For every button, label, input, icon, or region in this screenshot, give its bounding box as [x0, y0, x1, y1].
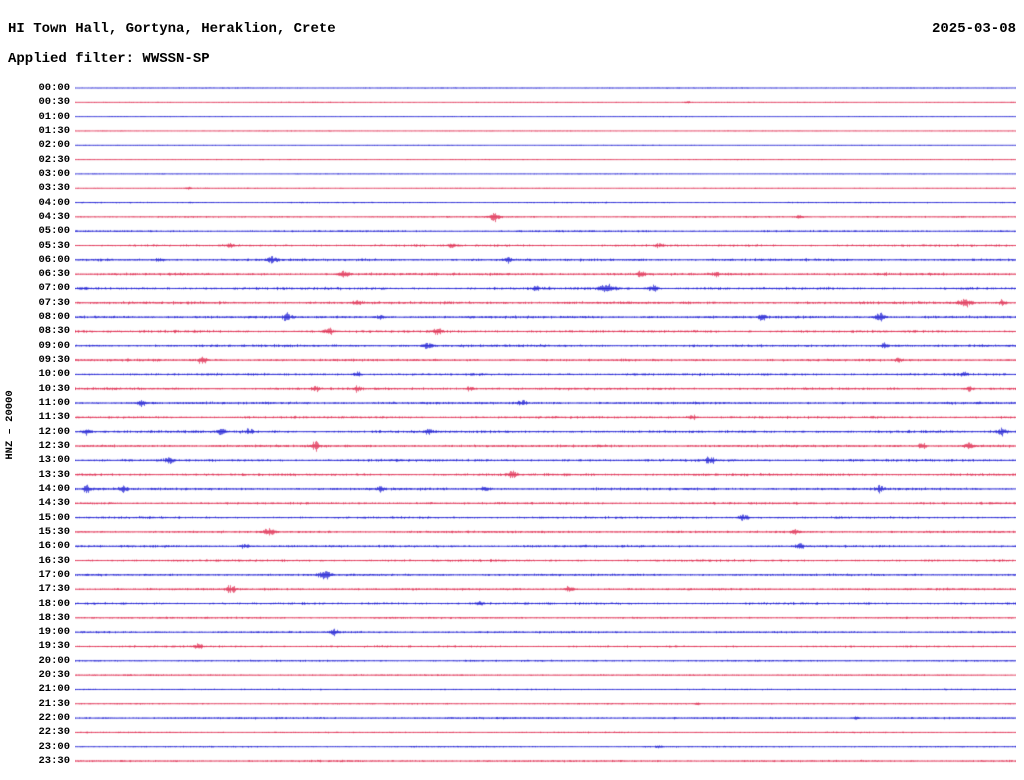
- time-label: 09:00: [38, 339, 70, 352]
- time-axis-labels: 00:00 00:30 01:00 01:30 02:00 02:30 03:00 03:30…: [0, 0, 72, 780]
- time-label: 18:30: [38, 611, 70, 624]
- time-label: 11:00: [38, 397, 70, 410]
- time-label: 23:00: [38, 740, 70, 753]
- time-label: 03:00: [38, 167, 70, 180]
- filter-label: Applied filter: WWSSN-SP: [8, 51, 210, 67]
- time-label: 01:00: [38, 110, 70, 123]
- time-label: 18:00: [38, 597, 70, 610]
- time-label: 08:00: [38, 311, 70, 324]
- time-label: 21:00: [38, 683, 70, 696]
- time-label: 00:30: [38, 96, 70, 109]
- time-label: 10:30: [38, 382, 70, 395]
- station-title: HI Town Hall, Gortyna, Heraklion, Crete: [8, 21, 336, 37]
- time-label: 19:00: [38, 626, 70, 639]
- time-label: 22:30: [38, 726, 70, 739]
- helicorder-traces: [75, 80, 1016, 770]
- time-label: 08:30: [38, 325, 70, 338]
- time-label: 16:00: [38, 540, 70, 553]
- time-label: 12:00: [38, 425, 70, 438]
- time-label: 02:30: [38, 153, 70, 166]
- time-label: 15:00: [38, 511, 70, 524]
- time-label: 05:30: [38, 239, 70, 252]
- time-label: 02:00: [38, 139, 70, 152]
- time-label: 07:30: [38, 296, 70, 309]
- time-label: 20:30: [38, 669, 70, 682]
- record-date: 2025-03-08: [931, 21, 1016, 37]
- time-label: 20:00: [38, 654, 70, 667]
- time-label: 06:00: [38, 253, 70, 266]
- time-label: 14:00: [38, 482, 70, 495]
- time-label: 23:30: [38, 755, 70, 768]
- time-label: 04:30: [38, 210, 70, 223]
- time-label: 16:30: [38, 554, 70, 567]
- time-label: 13:30: [38, 468, 70, 481]
- time-label: 13:00: [38, 454, 70, 467]
- time-label: 14:30: [38, 497, 70, 510]
- time-label: 22:00: [38, 712, 70, 725]
- time-label: 04:00: [38, 196, 70, 209]
- time-label: 06:30: [38, 268, 70, 281]
- time-label: 03:30: [38, 182, 70, 195]
- time-label: 05:00: [38, 225, 70, 238]
- time-label: 17:00: [38, 568, 70, 581]
- time-label: 21:30: [38, 697, 70, 710]
- time-label: 10:00: [38, 368, 70, 381]
- time-label: 11:30: [38, 411, 70, 424]
- time-label: 15:30: [38, 525, 70, 538]
- time-label: 17:30: [38, 583, 70, 596]
- time-label: 01:30: [38, 124, 70, 137]
- time-label: 00:00: [38, 82, 70, 94]
- time-label: 07:00: [38, 282, 70, 295]
- time-label: 09:30: [38, 354, 70, 367]
- time-label: 19:30: [38, 640, 70, 653]
- time-label: 12:30: [38, 440, 70, 452]
